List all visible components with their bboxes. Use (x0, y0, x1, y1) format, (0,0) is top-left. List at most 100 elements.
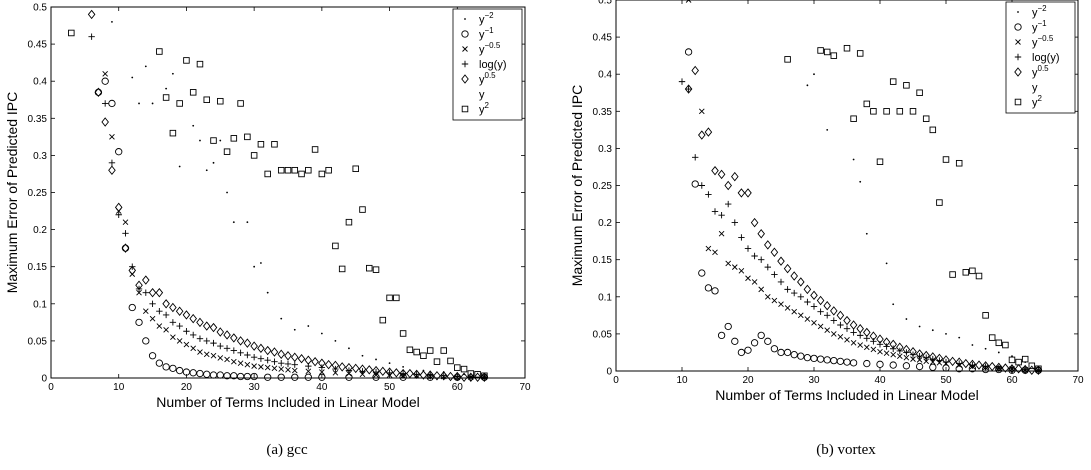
x-tick-label: 50 (384, 382, 396, 393)
data-point (454, 373, 461, 380)
data-point (270, 347, 279, 357)
data-point (189, 89, 197, 96)
data-point (68, 29, 75, 37)
x-tick-label: 70 (519, 382, 531, 393)
y-tick-label: 0.1 (598, 292, 612, 303)
data-point (738, 268, 745, 274)
data-point (826, 128, 829, 131)
data-point (162, 94, 170, 101)
y-tick-label: 0.5 (33, 3, 47, 14)
y-tick-label: 0.25 (28, 188, 48, 199)
y-tick-label: 0.15 (28, 262, 48, 273)
data-point (764, 263, 771, 271)
legend-marker (461, 105, 469, 113)
data-point (890, 351, 897, 358)
data-point (131, 76, 134, 79)
data-point (909, 108, 917, 115)
data-point (426, 347, 434, 354)
data-point (399, 330, 407, 337)
data-point (698, 108, 705, 115)
data-point (1001, 363, 1010, 373)
data-point (307, 325, 310, 327)
series-y0.5 (684, 65, 1043, 375)
data-point (791, 308, 798, 315)
legend-box (1005, 1, 1076, 114)
data-point (170, 334, 176, 341)
data-point (777, 256, 785, 266)
data-point (791, 289, 798, 297)
data-point (223, 345, 231, 352)
data-point (684, 48, 693, 56)
y-tick-label: 0.4 (598, 70, 612, 81)
data-point (843, 325, 851, 332)
data-point (698, 269, 706, 277)
data-point (426, 370, 434, 380)
data-point (176, 322, 183, 330)
data-point (190, 331, 197, 339)
data-point (169, 302, 177, 313)
data-point (324, 359, 333, 370)
data-point (122, 230, 129, 237)
legend-label: y0.5 (1032, 64, 1049, 79)
data-point (783, 348, 792, 357)
data-point (813, 73, 815, 76)
data-point (784, 286, 791, 293)
data-point (467, 374, 475, 381)
x-tick-label: 10 (113, 382, 125, 393)
legend: y−2y−1y−0.5 log(y)y0.5 yy2 (452, 8, 523, 121)
data-point (975, 360, 983, 370)
data-point (148, 352, 157, 360)
data-point (837, 334, 844, 340)
data-point (419, 370, 428, 380)
data-point (942, 355, 950, 365)
legend: y−2y−1y−0.5 log(y)y0.5 yy2 (1005, 1, 1076, 114)
data-point (902, 344, 911, 355)
data-point (817, 47, 824, 54)
data-point (412, 369, 421, 380)
legend-marker (1015, 39, 1021, 45)
data-point (264, 356, 271, 364)
data-point (1034, 365, 1043, 375)
data-point (210, 137, 217, 144)
data-point (830, 331, 837, 337)
plot-area (615, 0, 1079, 372)
data-point (439, 371, 448, 381)
data-point (830, 306, 838, 316)
data-point (737, 348, 746, 357)
data-point (440, 347, 447, 354)
data-point (142, 308, 149, 315)
data-point (385, 367, 394, 377)
data-point (406, 368, 414, 379)
data-point (332, 369, 339, 376)
data-point (922, 350, 930, 361)
data-point (203, 337, 210, 345)
data-point (923, 358, 930, 365)
data-point (817, 308, 824, 315)
data-point (231, 358, 237, 365)
legend-label: log(y) (479, 59, 507, 71)
data-point (365, 365, 374, 375)
data-point (305, 166, 312, 174)
legend-label: y−0.5 (479, 41, 501, 56)
data-point (1008, 356, 1016, 364)
data-point (903, 349, 910, 356)
data-point (915, 362, 924, 371)
y-tick-label: 0.45 (593, 33, 613, 44)
data-point (909, 346, 917, 357)
data-point (433, 358, 441, 365)
data-point (251, 363, 257, 369)
data-point (876, 334, 884, 344)
y-tick-label: 0.45 (28, 40, 48, 51)
data-point (223, 148, 231, 155)
data-point (717, 331, 726, 340)
data-point (101, 100, 109, 107)
data-point (156, 323, 163, 329)
y-tick-label: 0.5 (598, 0, 612, 7)
data-point (859, 180, 862, 183)
data-point (698, 130, 706, 140)
y-tick-label: 0.05 (28, 336, 48, 347)
data-point (751, 279, 758, 285)
data-point (144, 65, 147, 68)
data-point (243, 338, 252, 348)
chart-a: 0 10 20 30 40 50 60 70 0 0.05 0.1 0.15 0.2 0.25 0.3 0.3… (4, 3, 531, 459)
